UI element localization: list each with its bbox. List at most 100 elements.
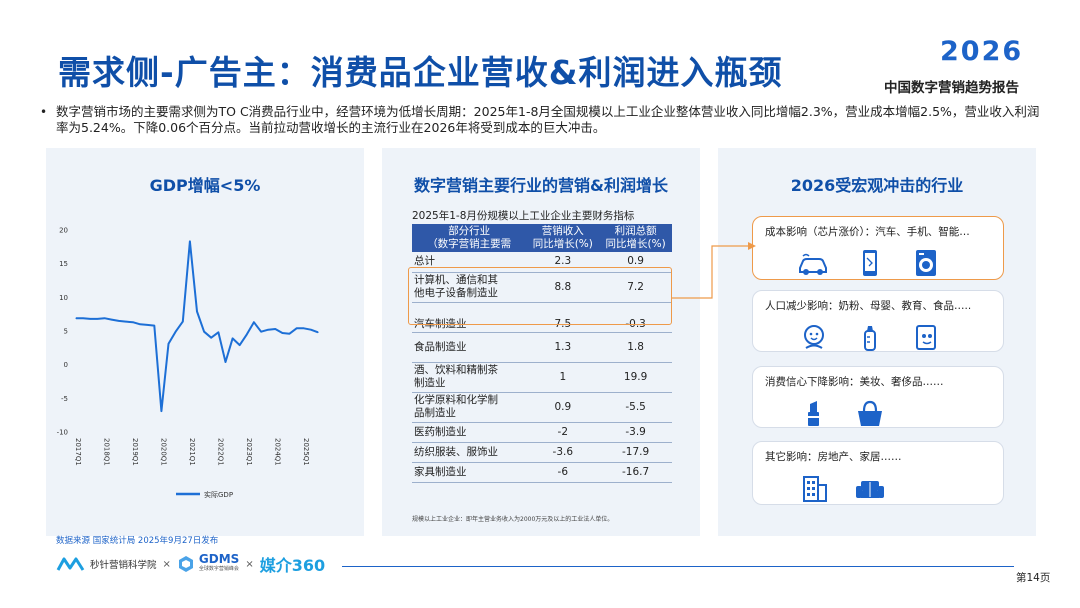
footer-x-1: × xyxy=(162,558,171,570)
row-rev: -3.6 xyxy=(526,442,600,463)
row-industry-line: 酒、饮料和精制茶 xyxy=(414,364,498,376)
impact-card-icons xyxy=(797,473,887,503)
sofa-icon xyxy=(856,481,884,498)
footer-divider xyxy=(342,566,1014,567)
table-row: 化学原料和化学制 品制造业 0.9 -5.5 xyxy=(412,392,672,423)
table-header-0: 部分行业 （数字营销主要需 xyxy=(412,224,527,252)
gdp-point xyxy=(253,321,255,323)
table-row: 计算机、通信和其 他电子设备制造业 8.8 7.2 xyxy=(412,272,672,303)
table-header-line: 同比增长(%) xyxy=(605,238,666,250)
row-profit: -17.9 xyxy=(599,442,672,463)
y-tick-label: 0 xyxy=(64,361,68,369)
row-industry-line: 纺织服装、服饰业 xyxy=(414,445,498,458)
gdp-point xyxy=(274,328,276,330)
y-tick-label: 20 xyxy=(59,227,68,235)
summary-text: 数字营销市场的主要需求侧为TO C消费品行业中，经营环境为低增长周期：2025年… xyxy=(56,104,1040,135)
impact-card-label: 人口减少影响：奶粉、母婴、教育、食品….. xyxy=(765,300,972,312)
impact-card-label: 消费信心下降影响：美妆、奢侈品…… xyxy=(765,376,944,388)
page-number: 第14页 xyxy=(1016,572,1051,584)
row-industry-line: 计算机、通信和其 xyxy=(414,274,498,286)
row-profit: 7.2 xyxy=(599,272,672,303)
lipstick-icon xyxy=(808,401,819,426)
x-tick-label: 2020Q1 xyxy=(159,438,167,466)
x-tick-label: 2018Q1 xyxy=(102,438,110,466)
y-tick-label: 10 xyxy=(59,294,68,302)
gdp-point xyxy=(303,327,305,329)
gdp-point xyxy=(103,317,106,319)
gdp-point xyxy=(182,320,184,323)
legend-label: 实际GDP xyxy=(204,490,233,499)
impact-card: 消费信心下降影响：美妆、奢侈品…… xyxy=(752,366,1004,428)
gdp-point xyxy=(217,331,219,333)
book-icon xyxy=(916,325,936,350)
row-rev: 8.8 xyxy=(526,272,600,303)
gdp-point xyxy=(189,240,191,243)
gdp-point xyxy=(89,318,91,320)
impact-panel-title: 2026受宏观冲击的行业 xyxy=(790,176,964,195)
row-profit: -5.5 xyxy=(599,392,672,423)
row-rev: -6 xyxy=(526,462,600,483)
row-industry-line: 品制造业 xyxy=(414,407,456,419)
row-industry-line: 总计 xyxy=(414,255,435,268)
phone-icon xyxy=(863,250,877,276)
table-header-line: 利润总额 xyxy=(614,225,657,237)
gdp-point xyxy=(132,321,134,323)
brand-year: 2026 xyxy=(940,36,1024,67)
gdp-point xyxy=(125,320,127,323)
table-panel-title: 数字营销主要行业的营销&利润增长 xyxy=(414,176,668,195)
table-note: 规模以上工业企业：即年主营业务收入为2000万元及以上的工业法人单位。 xyxy=(412,516,614,523)
gdp-point xyxy=(118,320,120,322)
table-caption: 2025年1-8月份规模以上工业企业主要财务指标 xyxy=(412,210,635,222)
gdp-point xyxy=(296,327,298,329)
gdp-panel: GDP增幅<5% 20 15 10 5 0 -5 -10 2017Q1 2018Q1 2019Q1… xyxy=(46,148,364,536)
row-industry-line: 他电子设备制造业 xyxy=(414,287,498,299)
row-industry: 医药制造业 xyxy=(412,422,527,443)
x-tick-label: 2025Q1 xyxy=(302,438,310,466)
impact-card-label: 成本影响（芯片涨价）：汽车、手机、智能… xyxy=(765,226,970,238)
table-row: 汽车制造业 7.5 -0.3 xyxy=(412,302,672,333)
bullet-dot-icon: • xyxy=(40,105,48,119)
gdp-point xyxy=(317,331,319,333)
row-profit: -0.3 xyxy=(599,302,672,333)
y-tick-label: -10 xyxy=(57,429,68,437)
table-header-line: （数字营销主要需 xyxy=(427,238,512,250)
table-header-line: 营销收入 xyxy=(541,225,584,237)
gdp-point xyxy=(281,332,284,334)
gdp-point xyxy=(139,323,141,325)
row-profit: -16.7 xyxy=(599,462,672,483)
footer-org-1: 秒针营销科学院 xyxy=(90,560,157,571)
row-profit: -3.9 xyxy=(599,422,672,443)
gdp-point xyxy=(246,333,248,335)
y-tick-label: 5 xyxy=(64,328,68,336)
finance-table-wrap: 2025年1-8月份规模以上工业企业主要财务指标 部分行业 （数字营销主要需 营销收… xyxy=(412,208,672,483)
row-industry: 家具制造业 xyxy=(412,462,527,483)
row-industry: 计算机、通信和其 他电子设备制造业 xyxy=(412,272,527,303)
summary-bullet: • 数字营销市场的主要需求侧为TO C消费品行业中，经营环境为低增长周期：202… xyxy=(40,104,1046,136)
baby-icon xyxy=(804,325,824,349)
table-row: 医药制造业 -2 -3.9 xyxy=(412,422,672,443)
gdp-point xyxy=(75,317,77,319)
y-tick-label: -5 xyxy=(61,395,68,403)
gdp-panel-title: GDP增幅<5% xyxy=(149,176,261,195)
gdp-point xyxy=(175,331,177,333)
impact-panel: 2026受宏观冲击的行业 成本影响（芯片涨价）：汽车、手机、智能… 人口减少影响：… xyxy=(718,148,1036,536)
washing-machine-icon xyxy=(916,250,936,276)
impact-card: 人口减少影响：奶粉、母婴、教育、食品….. xyxy=(752,290,1004,352)
gdp-point xyxy=(288,333,291,335)
table-row: 纺织服装、服饰业 -3.6 -17.9 xyxy=(412,442,672,463)
table-header-1: 营销收入 同比增长(%) xyxy=(526,224,600,252)
row-industry-line: 汽车制造业 xyxy=(414,317,467,330)
gdp-point xyxy=(110,318,113,321)
gdp-point xyxy=(196,310,198,313)
handbag-icon xyxy=(858,400,882,426)
gdms-logo-icon xyxy=(178,556,193,572)
gdp-point xyxy=(167,343,170,345)
table-panel: 数字营销主要行业的营销&利润增长 2025年1-8月份规模以上工业企业主要财务指… xyxy=(382,148,700,536)
baby-bottle-icon xyxy=(864,326,876,351)
row-rev: -2 xyxy=(526,422,600,443)
gdp-point xyxy=(260,331,262,333)
gdp-point xyxy=(210,337,212,339)
gdp-point xyxy=(153,325,155,327)
gdp-point xyxy=(82,317,84,319)
row-industry-line: 家具制造业 xyxy=(414,465,467,478)
